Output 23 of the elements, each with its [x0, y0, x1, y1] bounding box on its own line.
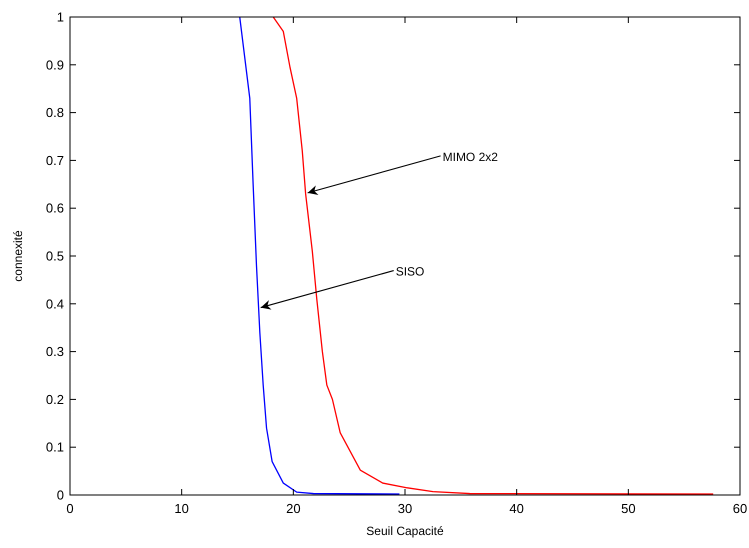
x-tick-label: 40 [509, 501, 524, 516]
x-tick-label: 60 [732, 501, 748, 516]
y-tick-label: 0.5 [46, 248, 64, 264]
y-axis-title: connexité [11, 230, 25, 282]
y-tick-label: 0.3 [46, 344, 64, 360]
line-series [272, 16, 714, 495]
y-tick-label: 0.9 [46, 57, 64, 72]
x-tick-label: 50 [621, 501, 636, 516]
y-tick-label: 0.2 [46, 392, 64, 407]
y-tick-label: 0.4 [46, 296, 64, 312]
annotation: SISO [396, 264, 424, 279]
x-tick-label: 20 [286, 501, 301, 516]
annotation: MIMO 2x2 [442, 150, 498, 164]
y-tick-label: 0.1 [46, 440, 64, 455]
y-tick-label: 0.7 [46, 152, 64, 168]
x-axis-title: Seuil Capacité [366, 524, 444, 538]
y-tick-label: 0.6 [46, 200, 64, 216]
x-tick-label: 0 [66, 501, 74, 516]
x-tick-label: 10 [174, 501, 189, 516]
x-tick-label: 30 [398, 501, 412, 516]
y-tick-label: 0.8 [46, 105, 64, 120]
y-tick-label: 1 [56, 10, 64, 24]
y-tick-label: 0 [56, 488, 64, 502]
